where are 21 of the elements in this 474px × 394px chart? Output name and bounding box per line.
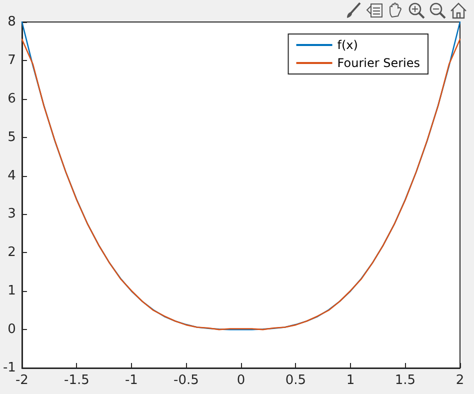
x-tick-label: 0 [236, 373, 246, 388]
x-tick-label: -2 [15, 373, 28, 388]
y-tick-label: 6 [8, 91, 16, 106]
x-tick-label: -0.5 [174, 373, 199, 388]
y-tick-label: -1 [2, 360, 16, 376]
legend-label: Fourier Series [337, 56, 420, 70]
y-tick-label: 8 [8, 14, 16, 30]
y-tick-label: 3 [8, 206, 16, 222]
y-tick-label: 1 [8, 284, 16, 299]
y-tick-label: 2 [8, 245, 16, 260]
x-tick-label: 0.5 [285, 373, 306, 388]
y-tick-label: 7 [8, 52, 16, 68]
y-tick-label: 5 [8, 130, 16, 145]
x-tick-label: -1 [124, 373, 138, 388]
x-tick-label: 1 [346, 373, 355, 388]
y-tick-label: 0 [8, 322, 16, 338]
y-tick-label: 4 [8, 168, 16, 184]
x-tick-label: 2 [456, 373, 464, 388]
x-tick-label: 1.5 [394, 373, 416, 388]
x-tick-label: -1.5 [64, 373, 90, 388]
legend-label: f(x) [337, 38, 358, 52]
